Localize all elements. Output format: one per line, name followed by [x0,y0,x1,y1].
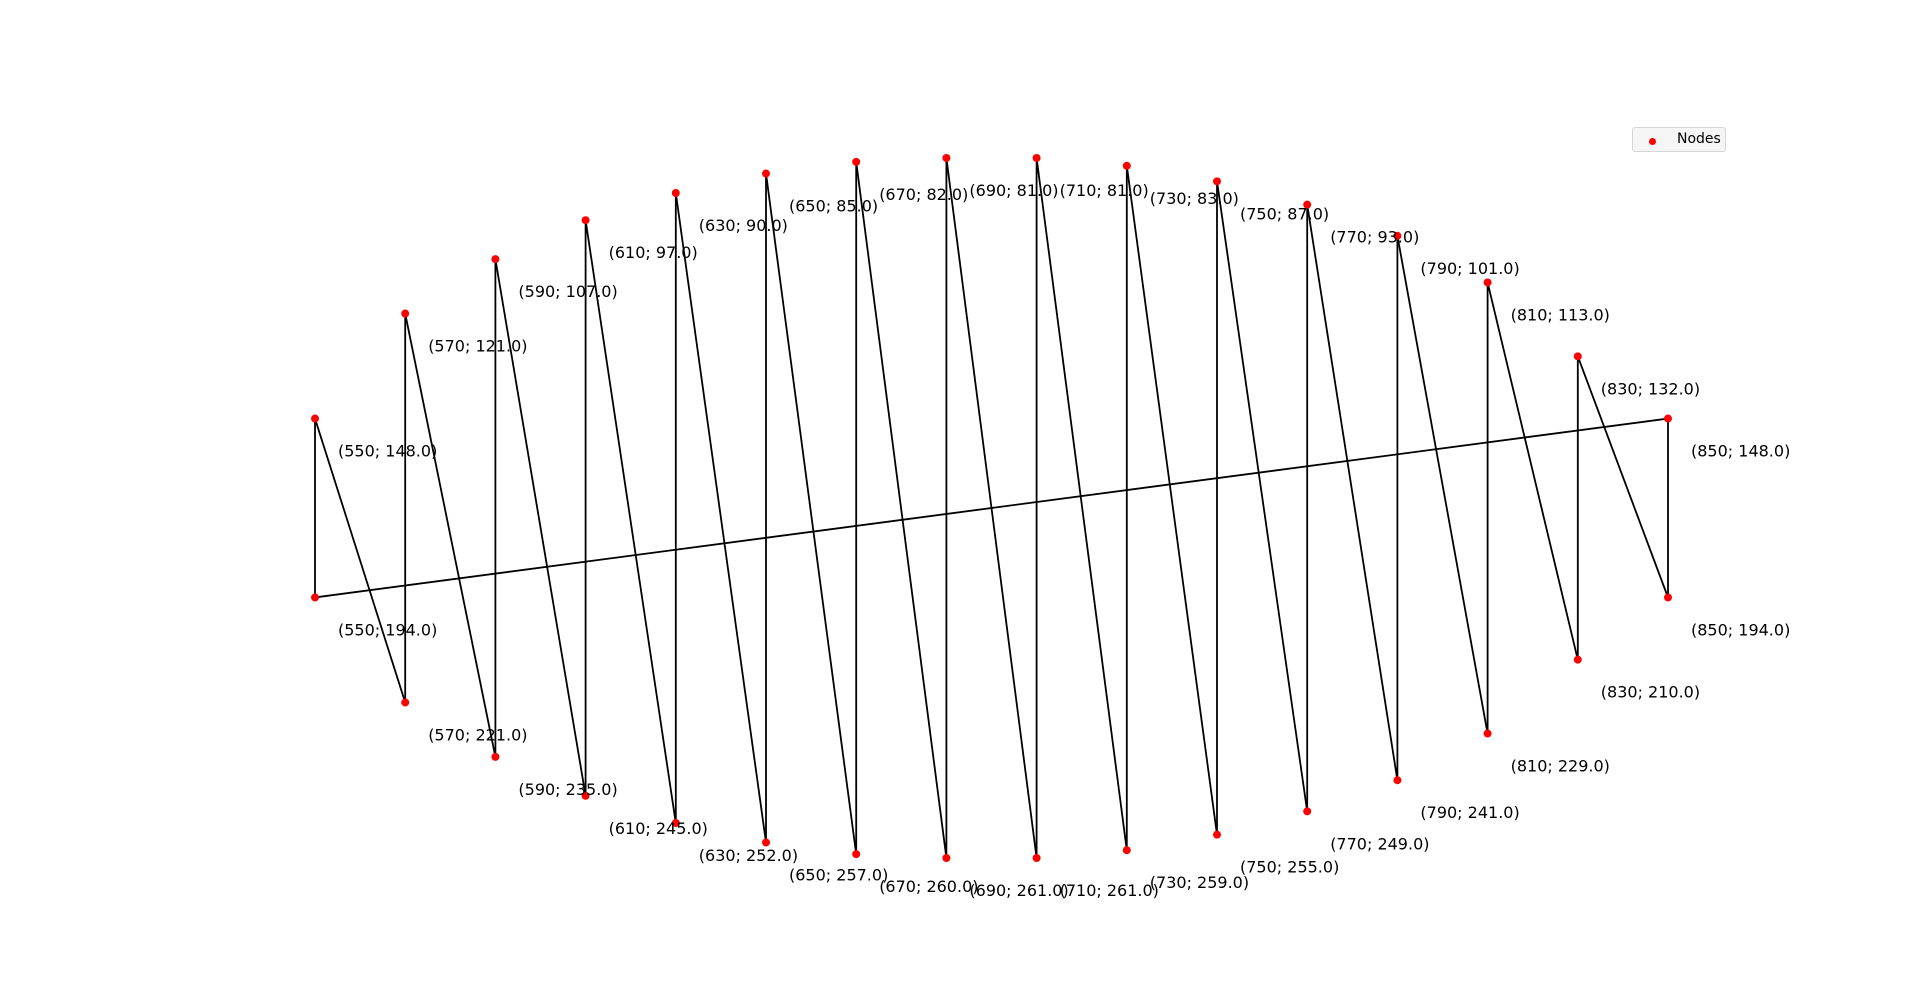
node-label: (790; 241.0) [1420,803,1519,822]
edge-line [1396,235,1489,734]
node-point [1393,231,1402,240]
node-point [762,169,770,178]
node-labels-layer: (550; 148.0) (550; 194.0) (570; 121.0) (570… [338,181,1790,900]
legend: Nodes [1632,127,1726,152]
edge-line [1216,181,1309,812]
node-point [1664,593,1672,602]
node-point [1122,161,1131,170]
node-label: (850; 194.0) [1691,620,1790,639]
edge-line [1576,356,1669,598]
node-point [491,752,500,761]
node-label: (690; 81.0) [969,181,1058,200]
legend-marker-nodes [1649,138,1656,145]
node-point [671,819,680,827]
node-point [1393,776,1402,785]
node-point [311,414,319,423]
edge-line [855,161,948,859]
node-label: (590; 107.0) [518,282,617,301]
node-point [581,216,590,225]
node-label: (650; 257.0) [789,865,888,884]
node-point [1483,729,1492,738]
node-point [671,189,680,197]
node-point [1213,177,1221,186]
node-point [491,255,500,264]
node-point [1483,278,1492,287]
edge-line [1035,157,1128,851]
node-point [1573,352,1582,361]
edge-line [404,313,497,758]
node-label: (550; 148.0) [338,442,437,461]
node-label: (770; 249.0) [1330,834,1429,853]
node-label: (710; 261.0) [1060,881,1159,900]
node-point [1032,154,1041,162]
nodes-layer [311,154,1672,862]
node-point [1303,807,1312,816]
node-label: (770; 93.0) [1330,228,1419,247]
edge-line [494,258,587,796]
node-point [1032,854,1041,862]
node-label: (610; 245.0) [609,819,708,838]
edge-line [765,173,858,855]
node-label: (750; 87.0) [1240,204,1329,223]
node-point [762,838,770,847]
edge-line [1486,282,1579,660]
edge-line [314,418,407,703]
node-label: (830; 132.0) [1601,379,1700,398]
node-label: (710; 81.0) [1060,181,1149,200]
node-label: (730; 259.0) [1150,873,1249,892]
node-label: (850; 148.0) [1691,442,1790,461]
node-label: (570; 221.0) [428,725,527,744]
edge-line [584,220,677,824]
edges-layer [314,157,1669,859]
node-label: (590; 235.0) [518,780,617,799]
node-point [401,698,410,707]
node-point [401,309,410,318]
node-label: (670; 260.0) [879,877,978,896]
node-label: (690; 261.0) [969,881,1068,900]
node-point [1573,655,1582,664]
node-label: (650; 85.0) [789,197,878,216]
node-label: (810; 229.0) [1511,757,1610,776]
node-point [852,850,861,859]
node-point [1664,414,1672,423]
node-point [1303,200,1312,209]
node-point [942,854,951,862]
node-point [581,791,590,800]
node-label: (630; 90.0) [699,216,788,235]
node-label: (790; 101.0) [1420,259,1519,278]
edge-line [1125,165,1218,835]
edge-line [314,417,1669,599]
node-label: (550; 194.0) [338,620,437,639]
node-point [1213,830,1221,839]
legend-label-nodes: Nodes [1677,131,1721,147]
node-point [311,593,319,602]
edge-line [674,192,767,843]
node-label: (830; 210.0) [1601,683,1700,702]
node-label: (670; 82.0) [879,185,968,204]
node-label: (610; 97.0) [609,243,698,262]
node-label: (730; 83.0) [1150,189,1239,208]
node-label: (810; 113.0) [1511,305,1610,324]
node-label: (570; 121.0) [428,337,527,356]
node-point [942,154,951,162]
node-point [852,157,861,166]
node-label: (630; 252.0) [699,846,798,865]
node-label: (750; 255.0) [1240,858,1339,877]
node-point [1122,846,1131,855]
edge-line [1306,204,1399,781]
